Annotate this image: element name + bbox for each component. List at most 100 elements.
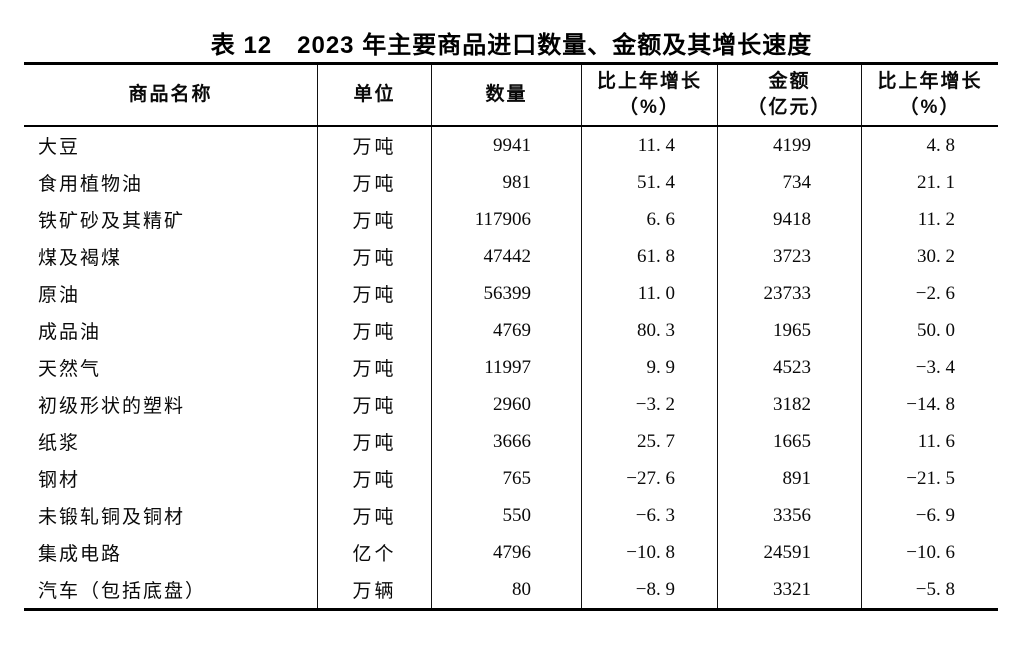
amount_growth-cell: −2. 6: [915, 282, 955, 304]
amount_growth-cell: 50. 0: [917, 319, 955, 341]
header-amount-line2: （亿元）: [747, 97, 832, 118]
table-row: 钢材 万吨 765 −27. 6 891 −21. 5: [24, 460, 998, 497]
header-quantity-growth-line2: （%）: [619, 97, 680, 118]
amount-cell: 24591: [718, 534, 862, 571]
amount-cell: 4523: [718, 349, 862, 386]
quantity-cell: 11997: [432, 349, 582, 386]
amount_growth-cell: −3. 4: [915, 356, 955, 378]
header-quantity-growth: 比上年增长 （%）: [582, 65, 718, 125]
quantity_growth-cell: 80. 3: [582, 312, 718, 349]
table-row: 原油 万吨 56399 11. 0 23733 −2. 6: [24, 275, 998, 312]
amount-cell: 4199: [718, 127, 862, 164]
table-header-row: 商品名称 单位 数量 比上年增长 （%） 金额 （亿元） 比上年增长 （%）: [24, 65, 998, 127]
unit-cell: 万吨: [318, 238, 432, 275]
product-cell: 初级形状的塑料: [24, 386, 318, 423]
quantity-cell: 550: [432, 497, 582, 534]
unit-cell: 万吨: [318, 201, 432, 238]
unit-cell: 万吨: [318, 127, 432, 164]
amount-cell: 23733: [718, 275, 862, 312]
table-row: 铁矿砂及其精矿 万吨 117906 6. 6 9418 11. 2: [24, 201, 998, 238]
product-cell: 铁矿砂及其精矿: [24, 201, 318, 238]
quantity-cell: 4796: [432, 534, 582, 571]
table-row: 天然气 万吨 11997 9. 9 4523 −3. 4: [24, 349, 998, 386]
amount_growth-cell: 11. 2: [917, 208, 955, 230]
unit-cell: 万吨: [318, 423, 432, 460]
header-unit-label: 单位: [353, 84, 396, 105]
amount_growth-cell: −10. 6: [906, 541, 955, 563]
quantity_growth-cell: −10. 8: [582, 534, 718, 571]
unit-cell: 万吨: [318, 386, 432, 423]
amount_growth-cell: 21. 1: [917, 171, 955, 193]
product-cell: 煤及褐煤: [24, 238, 318, 275]
amount_growth-cell: 11. 6: [917, 430, 955, 452]
product-cell: 钢材: [24, 460, 318, 497]
product-cell: 集成电路: [24, 534, 318, 571]
quantity_growth-cell: 11. 4: [582, 127, 718, 164]
product-cell: 食用植物油: [24, 164, 318, 201]
table-row: 大豆 万吨 9941 11. 4 4199 4. 8: [24, 127, 998, 164]
unit-cell: 万吨: [318, 275, 432, 312]
quantity_growth-cell: −3. 2: [582, 386, 718, 423]
table-row: 纸浆 万吨 3666 25. 7 1665 11. 6: [24, 423, 998, 460]
table-row: 成品油 万吨 4769 80. 3 1965 50. 0: [24, 312, 998, 349]
table-row: 汽车（包括底盘） 万辆 80 −8. 9 3321 −5. 8: [24, 571, 998, 608]
quantity_growth-cell: 6. 6: [582, 201, 718, 238]
header-unit: 单位: [318, 65, 432, 125]
header-product-label: 商品名称: [128, 84, 213, 105]
unit-cell: 亿个: [318, 534, 432, 571]
header-amount-growth: 比上年增长 （%）: [862, 65, 998, 125]
amount-cell: 9418: [718, 201, 862, 238]
product-cell: 汽车（包括底盘）: [24, 571, 318, 608]
product-cell: 未锻轧铜及铜材: [24, 497, 318, 534]
amount_growth-cell: −21. 5: [906, 467, 955, 489]
amount-cell: 3321: [718, 571, 862, 608]
unit-cell: 万吨: [318, 460, 432, 497]
quantity_growth-cell: −8. 9: [582, 571, 718, 608]
header-amount-growth-line2: （%）: [899, 97, 961, 118]
import-commodities-table: 商品名称 单位 数量 比上年增长 （%） 金额 （亿元） 比上年增长 （%） 大…: [24, 62, 998, 611]
quantity_growth-cell: 11. 0: [582, 275, 718, 312]
amount-cell: 3182: [718, 386, 862, 423]
quantity-cell: 47442: [432, 238, 582, 275]
table-row: 煤及褐煤 万吨 47442 61. 8 3723 30. 2: [24, 238, 998, 275]
table-title: 表 12 2023 年主要商品进口数量、金额及其增长速度: [210, 32, 813, 59]
table-body: 大豆 万吨 9941 11. 4 4199 4. 8 食用植物油 万吨 981 51. 4 734 2…: [24, 127, 998, 608]
amount-cell: 891: [718, 460, 862, 497]
amount-cell: 1965: [718, 312, 862, 349]
header-product: 商品名称: [24, 65, 318, 125]
quantity-cell: 3666: [432, 423, 582, 460]
amount-cell: 1665: [718, 423, 862, 460]
amount_growth-cell: −6. 9: [915, 504, 955, 526]
amount_growth-cell: 30. 2: [917, 245, 955, 267]
amount-cell: 734: [718, 164, 862, 201]
quantity_growth-cell: 61. 8: [582, 238, 718, 275]
header-amount-growth-line1: 比上年增长: [877, 71, 983, 92]
amount-cell: 3723: [718, 238, 862, 275]
amount_growth-cell: 4. 8: [926, 134, 956, 156]
unit-cell: 万吨: [318, 164, 432, 201]
quantity-cell: 765: [432, 460, 582, 497]
quantity_growth-cell: 51. 4: [582, 164, 718, 201]
unit-cell: 万吨: [318, 312, 432, 349]
header-quantity-label: 数量: [485, 84, 528, 105]
quantity-cell: 2960: [432, 386, 582, 423]
product-cell: 成品油: [24, 312, 318, 349]
amount_growth-cell: −14. 8: [906, 393, 955, 415]
table-row: 初级形状的塑料 万吨 2960 −3. 2 3182 −14. 8: [24, 386, 998, 423]
unit-cell: 万辆: [318, 571, 432, 608]
product-cell: 天然气: [24, 349, 318, 386]
quantity_growth-cell: −27. 6: [582, 460, 718, 497]
quantity_growth-cell: −6. 3: [582, 497, 718, 534]
header-amount: 金额 （亿元）: [718, 65, 862, 125]
table-row: 集成电路 亿个 4796 −10. 8 24591 −10. 6: [24, 534, 998, 571]
header-quantity-growth-line1: 比上年增长: [596, 71, 702, 92]
quantity-cell: 56399: [432, 275, 582, 312]
quantity-cell: 9941: [432, 127, 582, 164]
product-cell: 纸浆: [24, 423, 318, 460]
unit-cell: 万吨: [318, 349, 432, 386]
table-row: 未锻轧铜及铜材 万吨 550 −6. 3 3356 −6. 9: [24, 497, 998, 534]
quantity_growth-cell: 9. 9: [582, 349, 718, 386]
header-amount-line1: 金额: [768, 71, 811, 92]
product-cell: 原油: [24, 275, 318, 312]
